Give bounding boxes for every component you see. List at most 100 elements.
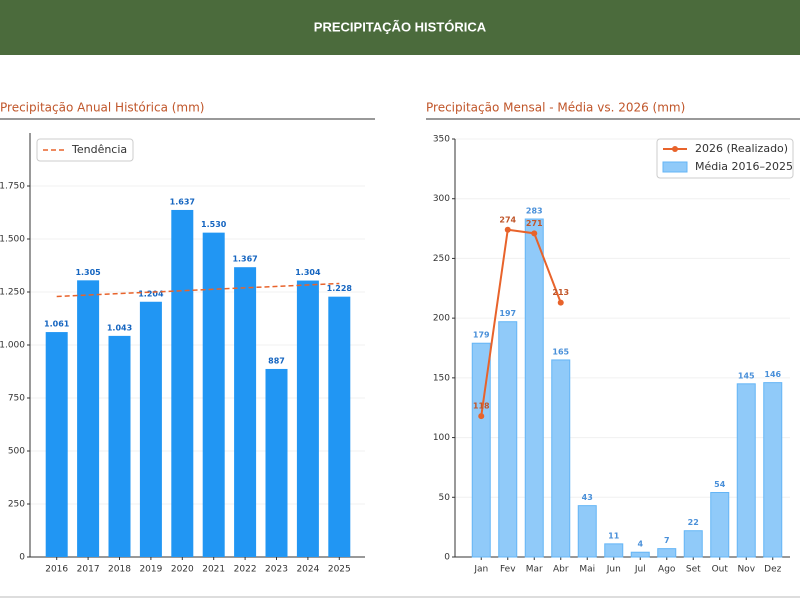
y-tick-label: 300 <box>433 194 450 204</box>
bar <box>265 368 288 557</box>
legend-label: 2026 (Realizado) <box>695 142 788 155</box>
bar-value-label: 1.204 <box>138 289 164 298</box>
bar <box>710 492 730 558</box>
y-tick-label: 1.000 <box>0 341 25 351</box>
line-point <box>531 230 538 237</box>
bar-value-label: 1.530 <box>201 220 227 229</box>
x-tick-label: Mai <box>579 565 595 575</box>
bar-value-label: 4 <box>637 540 643 549</box>
y-tick-label: 100 <box>433 433 450 443</box>
line-value-label: 274 <box>499 215 516 224</box>
bar-value-label: 1.228 <box>327 284 353 293</box>
chart-title: Precipitação Anual Histórica (mm) <box>0 101 204 115</box>
bar-value-label: 1.367 <box>232 255 257 264</box>
legend-swatch <box>662 161 688 173</box>
bar <box>328 296 351 557</box>
bar <box>630 551 650 558</box>
y-tick-label: 250 <box>8 500 25 510</box>
bar-value-label: 22 <box>688 518 699 527</box>
line-point <box>557 299 564 306</box>
x-tick-label: Fev <box>500 565 516 575</box>
bar-value-label: 1.304 <box>295 268 321 277</box>
legend-box <box>656 138 794 179</box>
x-tick-label: Jun <box>606 565 621 575</box>
y-tick-label: 0 <box>444 553 450 563</box>
line-point <box>478 413 485 420</box>
x-tick-label: 2025 <box>328 565 351 575</box>
x-tick-label: Ago <box>658 565 676 575</box>
x-tick-label: Out <box>712 565 729 575</box>
line-value-label: 213 <box>552 288 569 297</box>
bar <box>45 332 68 557</box>
line-point <box>504 226 511 233</box>
bar-value-label: 145 <box>738 371 755 380</box>
y-tick-label: 500 <box>8 447 25 457</box>
bar <box>763 382 783 558</box>
bar <box>77 280 100 557</box>
y-tick-label: 200 <box>433 314 450 324</box>
bar <box>577 505 597 558</box>
y-tick-label: 0 <box>19 553 25 563</box>
bar-value-label: 1.061 <box>44 320 70 329</box>
bar <box>498 321 518 558</box>
x-tick-label: 2019 <box>139 565 162 575</box>
x-tick-label: 2023 <box>265 565 288 575</box>
y-tick-label: 750 <box>8 394 25 404</box>
bar-value-label: 11 <box>608 531 620 540</box>
x-tick-label: 2017 <box>77 565 100 575</box>
legend-box <box>36 138 134 162</box>
x-tick-label: 2016 <box>45 565 68 575</box>
x-tick-label: Jan <box>473 565 488 575</box>
legend-label: Tendência <box>71 143 127 156</box>
x-tick-label: 2018 <box>108 565 131 575</box>
bar-value-label: 283 <box>526 207 543 216</box>
y-tick-label: 1.750 <box>0 182 25 192</box>
bar <box>234 267 257 557</box>
x-tick-label: 2021 <box>202 565 225 575</box>
bar <box>683 530 703 558</box>
y-tick-label: 150 <box>433 373 450 383</box>
x-tick-label: Abr <box>553 565 569 575</box>
x-tick-label: 2020 <box>171 565 194 575</box>
bar-value-label: 43 <box>582 493 593 502</box>
bar-value-label: 1.637 <box>170 197 195 206</box>
bar <box>736 383 756 558</box>
bar <box>296 280 319 557</box>
y-tick-label: 350 <box>433 135 450 145</box>
bar <box>471 342 491 558</box>
trend-line <box>56 282 340 298</box>
x-tick-label: Set <box>686 565 701 575</box>
y-tick-label: 1.500 <box>0 235 25 245</box>
line <box>480 228 562 417</box>
bar <box>524 218 544 558</box>
bar <box>171 209 194 557</box>
line-value-label: 118 <box>473 402 490 411</box>
x-tick-label: Mar <box>526 565 543 575</box>
bar-value-label: 54 <box>714 480 726 489</box>
bar-value-label: 1.305 <box>75 268 101 277</box>
bar-value-label: 887 <box>268 356 285 365</box>
bar-value-label: 1.043 <box>107 323 132 332</box>
x-tick-label: Dez <box>764 565 781 575</box>
bar-value-label: 179 <box>473 331 490 340</box>
bar-value-label: 197 <box>499 309 516 318</box>
chart-title: Precipitação Mensal - Média vs. 2026 (mm… <box>426 101 685 115</box>
bar-value-label: 165 <box>552 347 569 356</box>
bar <box>202 232 225 557</box>
x-tick-label: 2022 <box>234 565 257 575</box>
bar <box>551 359 571 558</box>
y-tick-label: 1.250 <box>0 288 25 298</box>
bar-value-label: 7 <box>664 536 670 545</box>
line-value-label: 271 <box>526 219 543 228</box>
y-tick-label: 50 <box>439 493 451 503</box>
header-bar <box>0 0 800 55</box>
bar <box>657 548 677 558</box>
x-tick-label: Nov <box>737 565 755 575</box>
bar-value-label: 146 <box>764 370 781 379</box>
bar <box>604 543 624 558</box>
y-tick-label: 250 <box>433 254 450 264</box>
bar <box>108 335 131 557</box>
bar <box>139 301 162 557</box>
x-tick-label: 2024 <box>296 565 319 575</box>
